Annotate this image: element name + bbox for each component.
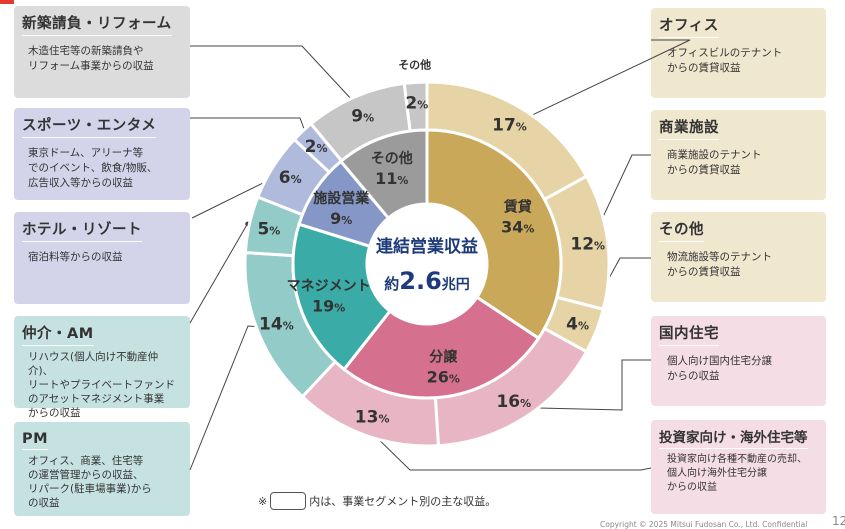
inner-value-label: 19%	[312, 297, 345, 316]
outer-value-label: 4%	[566, 315, 589, 335]
page-number: 12	[832, 514, 845, 528]
box-sports-entame: スポーツ・エンタメ 東京ドーム、アリーナ等 でのイベント、飲食/物販、 広告収入…	[14, 108, 190, 200]
box-desc: 個人向け国内住宅分譲 からの収益	[667, 355, 772, 382]
footnote-mark: ※	[258, 494, 268, 508]
center-value: 約2.6兆円	[384, 267, 470, 295]
center-prefix: 約	[384, 275, 399, 293]
box-pm: PM オフィス、商業、住宅等 の運営管理からの収益、 リパーク(駐車場事業)から…	[14, 422, 190, 516]
box-desc: オフィスビルのテナント からの賃貸収益	[667, 47, 783, 74]
box-title: オフィス	[659, 14, 719, 38]
box-title: 投資家向け・海外住宅等	[659, 426, 808, 449]
center-number: 2.6	[399, 267, 442, 295]
box-title: 商業施設	[659, 116, 719, 140]
inner-value-label: 26%	[427, 368, 460, 387]
center-title: 連結営業収益	[376, 236, 478, 257]
connector-line	[190, 45, 360, 109]
inner-name-label: マネジメント	[287, 279, 371, 295]
inner-name-label: 施設営業	[313, 190, 370, 207]
box-desc: 宿泊料等からの収益	[28, 251, 123, 263]
box-kokunai-jutaku: 国内住宅 個人向け国内住宅分譲 からの収益	[651, 316, 826, 406]
outer-value-label: 13%	[355, 407, 390, 427]
box-shinchiku-reform: 新築請負・リフォーム 木造住宅等の新築請負や リフォーム事業からの収益	[14, 6, 190, 98]
inner-name-label: その他	[371, 150, 413, 167]
box-chintai-other: その他 物流施設等のテナント からの賃貸収益	[651, 212, 826, 302]
box-desc: オフィス、商業、住宅等 の運営管理からの収益、 リパーク(駐車場事業)から の収…	[28, 455, 152, 509]
connector-line	[367, 428, 652, 471]
connector-line	[189, 223, 248, 324]
accent-mark	[0, 0, 14, 4]
connector-line	[189, 325, 268, 471]
outer-value-label: 17%	[492, 116, 527, 136]
outer-value-label: 5%	[257, 220, 280, 240]
box-title: その他	[659, 218, 704, 242]
inner-name-label: 賃貸	[503, 198, 532, 215]
inner-name-label: 分譲	[429, 349, 458, 366]
outer-value-label: 2%	[405, 93, 428, 113]
connector-line	[518, 359, 651, 411]
outer-value-label: 6%	[279, 168, 302, 188]
outer-value-label: 9%	[351, 106, 374, 126]
box-title: ホテル・リゾート	[22, 218, 142, 242]
box-desc: 投資家向け各種不動産の売却、 個人向け海外住宅分譲 からの収益	[667, 454, 807, 493]
inner-ring	[291, 128, 563, 400]
box-title: スポーツ・エンタメ	[22, 114, 157, 138]
center-unit: 兆円	[442, 277, 470, 293]
box-desc: リハウス(個人向け不動産仲介)、 リートやプライベートファンド のアセットマネジ…	[28, 351, 175, 419]
outer-labels: 17%12%4%16%13%14%5%6%2%9%2%その他	[257, 57, 605, 427]
box-office: オフィス オフィスビルのテナント からの賃貸収益	[651, 8, 826, 98]
box-desc: 木造住宅等の新築請負や リフォーム事業からの収益	[28, 45, 154, 72]
outer-value-label: 14%	[259, 315, 294, 335]
connector-line	[508, 39, 691, 127]
inner-value-label: 11%	[375, 169, 408, 188]
box-desc: 東京ドーム、アリーナ等 でのイベント、飲食/物販、 広告収入等からの収益	[28, 147, 158, 189]
box-hotel-resort: ホテル・リゾート 宿泊料等からの収益	[14, 212, 190, 304]
copyright: Copyright © 2025 Mitsui Fudosan Co., Ltd…	[600, 520, 808, 529]
box-desc: 商業施設のテナント からの賃貸収益	[667, 149, 762, 176]
donut-center: 連結営業収益 約2.6兆円	[367, 204, 487, 324]
box-title: 仲介・AM	[22, 322, 94, 346]
connector-line	[190, 117, 307, 136]
box-title: PM	[22, 431, 49, 450]
box-title: 国内住宅	[659, 322, 719, 346]
footnote-text: 内は、事業セグメント別の主な収益。	[309, 495, 497, 508]
box-chukai-am: 仲介・AM リハウス(個人向け不動産仲介)、 リートやプライベートファンド のア…	[14, 316, 190, 419]
inner-value-label: 9%	[330, 209, 352, 228]
box-desc: 物流施設等のテナント からの賃貸収益	[667, 251, 772, 278]
box-shogyo: 商業施設 商業施設のテナント からの賃貸収益	[651, 110, 826, 200]
outer-value-label: 16%	[496, 392, 531, 412]
footnote: ※ 内は、事業セグメント別の主な収益。	[258, 492, 496, 510]
outer-value-label: 12%	[570, 235, 605, 255]
box-toshika-kaigai: 投資家向け・海外住宅等 投資家向け各種不動産の売却、 個人向け海外住宅分譲 から…	[651, 420, 826, 514]
inner-labels: 賃貸 34% 分譲 26% マネジメント 19% 施設営業 9% その他 11%	[287, 150, 535, 386]
inner-value-label: 34%	[501, 217, 534, 236]
outer-name-label: その他	[398, 57, 431, 71]
footnote-box-symbol	[270, 492, 307, 510]
connector-line	[590, 154, 651, 244]
outer-value-label: 2%	[305, 137, 328, 157]
box-title: 新築請負・リフォーム	[22, 12, 172, 36]
